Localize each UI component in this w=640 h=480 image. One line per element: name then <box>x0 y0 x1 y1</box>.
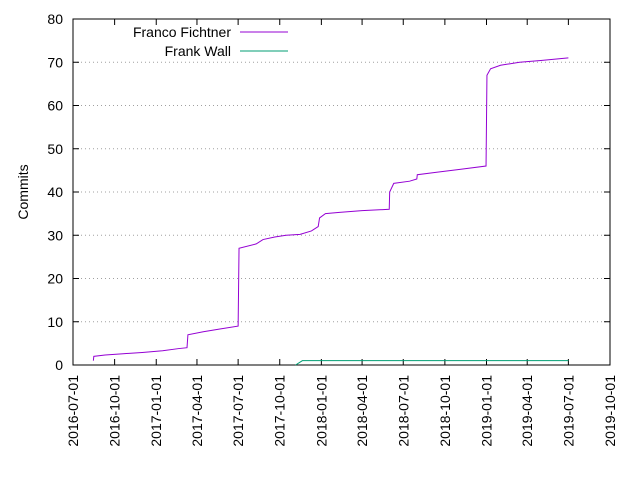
x-tick-label: 2019-10-01 <box>602 375 618 447</box>
y-tick-label: 10 <box>47 314 63 330</box>
x-tick-label: 2017-04-01 <box>189 375 205 447</box>
x-tick-label: 2018-10-01 <box>437 375 453 447</box>
x-tick-label: 2019-01-01 <box>478 375 494 447</box>
y-tick-label: 0 <box>55 357 63 373</box>
y-tick-label: 50 <box>47 141 63 157</box>
x-tick-label: 2016-07-01 <box>65 375 81 447</box>
x-tick-label: 2017-01-01 <box>148 375 164 447</box>
y-tick-label: 60 <box>47 98 63 114</box>
x-tick-label: 2018-07-01 <box>395 375 411 447</box>
series-line-0 <box>92 57 569 361</box>
x-tick-label: 2017-10-01 <box>272 375 288 447</box>
x-tick-label: 2018-04-01 <box>354 375 370 447</box>
legend-label-1: Frank Wall <box>165 43 231 59</box>
y-ticks: 0 10 20 30 40 50 60 70 80 <box>47 11 610 373</box>
y-tick-label: 70 <box>47 54 63 70</box>
y-tick-label: 40 <box>47 184 63 200</box>
x-tick-label: 2017-07-01 <box>230 375 246 447</box>
y-tick-label: 30 <box>47 227 63 243</box>
x-tick-label: 2018-01-01 <box>313 375 329 447</box>
series-lines <box>92 57 569 366</box>
legend-label-0: Franco Fichtner <box>133 24 231 40</box>
series-line-1 <box>295 360 569 366</box>
y-tick-label: 20 <box>47 271 63 287</box>
legend: Franco Fichtner Frank Wall <box>133 24 288 59</box>
y-axis-label: Commits <box>15 164 31 219</box>
grid-lines <box>73 61 610 323</box>
x-tick-label: 2019-04-01 <box>519 375 535 447</box>
x-ticks: 2016-07-01 2016-10-01 2017-01-01 2017-04-01… <box>65 19 618 447</box>
x-tick-label: 2016-10-01 <box>107 375 123 447</box>
y-tick-label: 80 <box>47 11 63 27</box>
x-tick-label: 2019-07-01 <box>560 375 576 447</box>
